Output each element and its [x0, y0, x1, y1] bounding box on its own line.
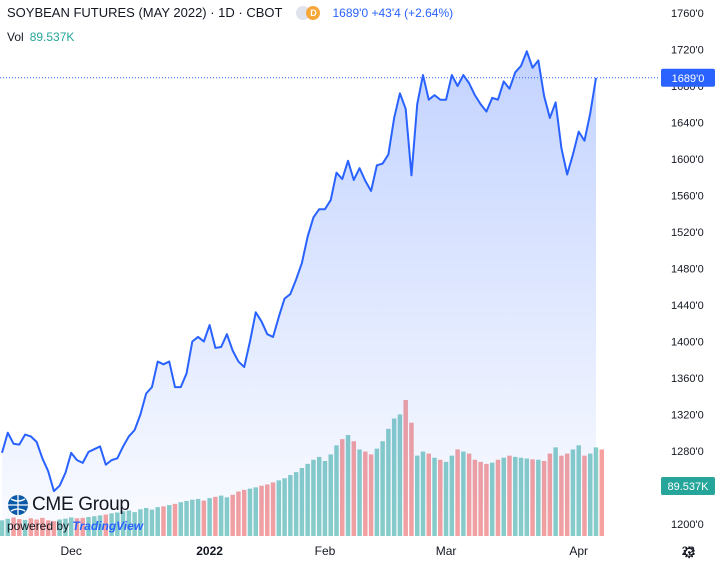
price-line [1, 50, 597, 493]
x-axis: Dec 2022 Feb Mar Apr 22 [61, 544, 696, 558]
volume-bar [599, 449, 604, 536]
y-tick-label: 1480'0 [671, 264, 704, 276]
last-volume-tag-bg [661, 477, 715, 495]
y-tick-label: 1200'0 [671, 519, 704, 531]
cme-logo: CME Group [7, 494, 130, 516]
x-tick-label: Apr [569, 544, 588, 558]
x-tick-label: Feb [315, 544, 336, 558]
powered-by-label: powered by [7, 519, 70, 533]
settings-gear-icon[interactable]: ⚙ [682, 545, 697, 562]
tradingview-link[interactable]: TradingView [72, 519, 144, 533]
axis-tags: 1689'0 89.537K [661, 68, 715, 495]
powered-by[interactable]: powered by TradingView [7, 519, 143, 533]
chart-header: SOYBEAN FUTURES (MAY 2022) · 1D · CBOT D… [7, 5, 453, 20]
cme-logo-text: CME Group [32, 494, 130, 515]
y-tick-label: 1640'0 [671, 118, 704, 130]
volume-legend: Vol 89.537K [7, 30, 74, 44]
y-tick-label: 1400'0 [671, 337, 704, 349]
y-tick-label: 1440'0 [671, 300, 704, 312]
y-tick-label: 1560'0 [671, 191, 704, 203]
y-tick-label: 1520'0 [671, 227, 704, 239]
y-tick-label: 1280'0 [671, 446, 704, 458]
x-tick-label: Dec [61, 544, 82, 558]
y-axis: 1760'01720'01680'01640'01600'01560'01520… [671, 8, 704, 531]
x-tick-label: 22 [682, 544, 696, 558]
last-price-tag-bg [661, 68, 715, 87]
last-quote: 1689'0 +43'4 (+2.64%) [332, 5, 454, 20]
volume-label: Vol [7, 30, 24, 44]
price-area-fill [2, 51, 596, 536]
x-tick-label: 2022 [196, 544, 223, 558]
last-price-tag: 1689'0 [672, 73, 705, 85]
symbol-title: SOYBEAN FUTURES (MAY 2022) · 1D · CBOT [7, 5, 283, 20]
delayed-badge: D [306, 5, 321, 20]
volume-value: 89.537K [29, 30, 75, 44]
globe-icon [8, 495, 28, 515]
y-tick-label: 1720'0 [671, 45, 704, 57]
x-tick-label: Mar [436, 544, 457, 558]
last-volume-tag: 89.537K [668, 481, 710, 493]
y-tick-label: 1760'0 [671, 8, 704, 20]
y-tick-label: 1360'0 [671, 373, 704, 385]
y-tick-label: 1600'0 [671, 154, 704, 166]
y-tick-label: 1320'0 [671, 410, 704, 422]
